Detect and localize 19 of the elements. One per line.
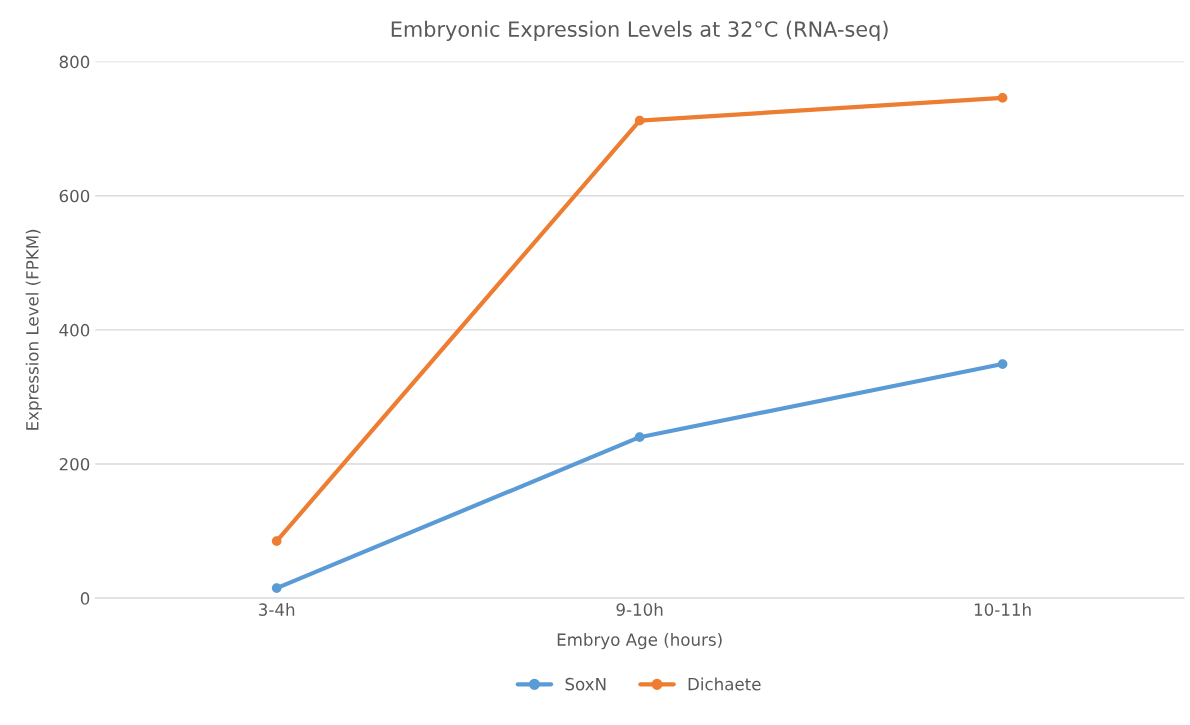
chart-title: Embryonic Expression Levels at 32°C (RNA-seq) (391, 20, 888, 41)
point (634, 115, 645, 126)
y-tick-label: 400 (59, 323, 90, 337)
y-tick-label: 600 (59, 189, 90, 203)
y-tick-label: 200 (59, 457, 90, 471)
y-tick-label: 800 (59, 55, 90, 69)
x-tick-label: 3-4h (259, 602, 295, 616)
point (997, 359, 1008, 369)
point (634, 432, 645, 443)
legend-label: Dichaete (688, 677, 761, 691)
point (271, 536, 282, 546)
legend-label: SoxN (565, 677, 606, 691)
y-tick-label: 0 (80, 592, 90, 605)
x-tick-label: 10-11h (974, 602, 1031, 616)
x-tick-label: 9-10h (616, 602, 663, 616)
point (997, 92, 1008, 103)
x-axis-title: Embryo Age (hours) (557, 633, 722, 650)
point (271, 583, 282, 593)
y-axis-title: Expression Level (FPKM) (25, 229, 42, 430)
